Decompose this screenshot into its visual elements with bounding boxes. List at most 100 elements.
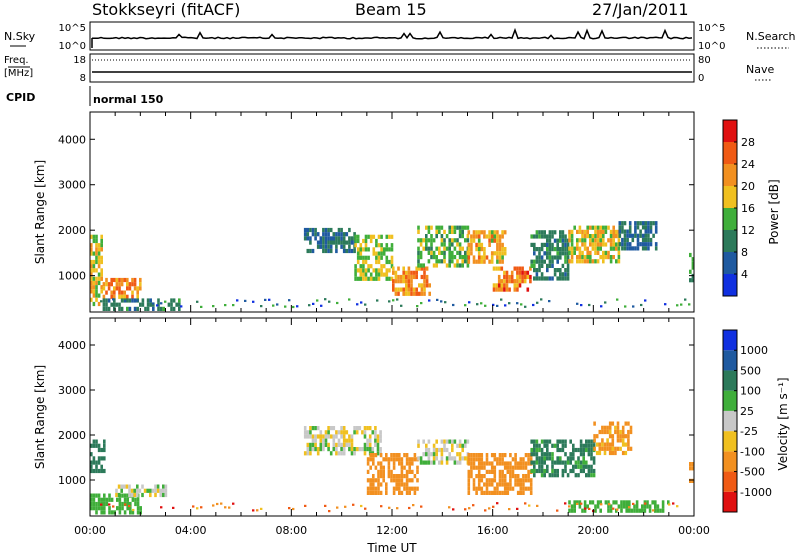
data-cell xyxy=(139,282,142,287)
data-cell xyxy=(464,456,467,461)
data-cell xyxy=(503,453,507,458)
data-cell xyxy=(420,291,424,296)
data-cell xyxy=(443,229,446,234)
data-cell xyxy=(443,238,446,243)
data-cell xyxy=(392,457,396,462)
data-cell xyxy=(569,456,572,461)
data-cell xyxy=(405,287,408,292)
scatter-cell xyxy=(536,504,539,507)
data-cell xyxy=(543,468,546,474)
data-cell xyxy=(633,504,636,509)
data-cell xyxy=(619,434,622,439)
data-cell xyxy=(529,490,533,495)
data-cell xyxy=(121,493,124,498)
data-cell xyxy=(425,238,428,243)
data-cell xyxy=(477,259,481,264)
data-cell xyxy=(324,248,328,254)
data-cell xyxy=(314,236,317,241)
y-tick-label: 2000 xyxy=(58,429,86,442)
data-cell xyxy=(314,442,317,447)
data-cell xyxy=(374,453,378,458)
data-cell xyxy=(519,465,523,470)
data-cell xyxy=(498,461,502,466)
data-cell xyxy=(372,474,375,479)
data-cell xyxy=(95,276,98,281)
data-cell xyxy=(380,255,383,260)
scatter-cell xyxy=(600,305,603,308)
data-cell xyxy=(510,274,514,280)
data-cell xyxy=(335,442,338,447)
data-cell xyxy=(629,429,633,435)
data-cell xyxy=(628,500,631,505)
date-title: 27/Jan/2011 xyxy=(592,0,689,19)
data-cell xyxy=(483,482,486,487)
data-cell xyxy=(428,291,431,296)
data-cell xyxy=(392,461,396,466)
data-cell xyxy=(456,225,459,230)
data-cell xyxy=(535,447,539,453)
data-cell xyxy=(319,442,323,447)
data-cell xyxy=(617,246,621,251)
data-cell xyxy=(506,465,510,470)
scatter-cell xyxy=(256,509,259,512)
data-cell xyxy=(540,468,544,474)
data-cell xyxy=(374,490,378,495)
scatter-cell xyxy=(128,504,131,508)
data-cell xyxy=(416,465,419,470)
data-cell xyxy=(118,290,121,295)
data-cell xyxy=(125,484,129,489)
data-cell xyxy=(397,287,400,292)
data-cell xyxy=(523,274,527,280)
scatter-cell xyxy=(496,502,499,505)
data-cell xyxy=(419,238,423,243)
data-cell xyxy=(559,456,562,461)
data-cell xyxy=(376,438,380,443)
data-cell xyxy=(594,238,597,243)
data-cell xyxy=(564,259,567,264)
data-cell xyxy=(620,504,623,509)
data-cell xyxy=(156,484,160,489)
data-cell xyxy=(493,465,497,470)
data-cell xyxy=(425,460,428,465)
data-cell xyxy=(413,490,417,495)
data-cell xyxy=(629,425,633,430)
data-cell xyxy=(90,493,93,498)
data-cell xyxy=(131,294,134,299)
data-cell xyxy=(533,473,536,478)
data-cell xyxy=(97,280,101,286)
data-cell xyxy=(579,447,583,453)
data-cell xyxy=(464,225,467,230)
data-cell xyxy=(503,251,507,256)
data-cell xyxy=(422,452,425,457)
data-cell xyxy=(453,439,457,444)
data-cell xyxy=(435,439,438,444)
data-cell xyxy=(117,492,121,498)
data-cell xyxy=(372,251,376,256)
data-cell xyxy=(322,227,325,233)
beam-title: Beam 15 xyxy=(355,0,427,19)
data-cell xyxy=(467,453,471,458)
data-cell xyxy=(556,439,559,444)
data-cell xyxy=(369,486,372,491)
data-cell xyxy=(376,451,380,456)
data-cell xyxy=(364,234,368,239)
data-cell xyxy=(503,474,507,479)
data-cell xyxy=(309,236,312,241)
scatter-cell xyxy=(200,305,203,308)
data-cell xyxy=(594,225,597,230)
data-cell xyxy=(617,504,621,509)
data-cell xyxy=(90,497,93,502)
data-cell xyxy=(121,501,124,507)
data-cell xyxy=(583,508,587,513)
data-cell xyxy=(387,474,391,479)
colorbar-swatch xyxy=(723,370,737,391)
data-cell xyxy=(154,492,157,498)
data-cell xyxy=(329,240,333,245)
data-cell xyxy=(403,465,406,470)
scatter-cell xyxy=(388,300,391,303)
data-cell xyxy=(508,274,511,280)
data-cell xyxy=(524,453,528,458)
data-cell xyxy=(631,237,635,243)
data-cell xyxy=(440,460,444,465)
data-cell xyxy=(159,306,163,311)
